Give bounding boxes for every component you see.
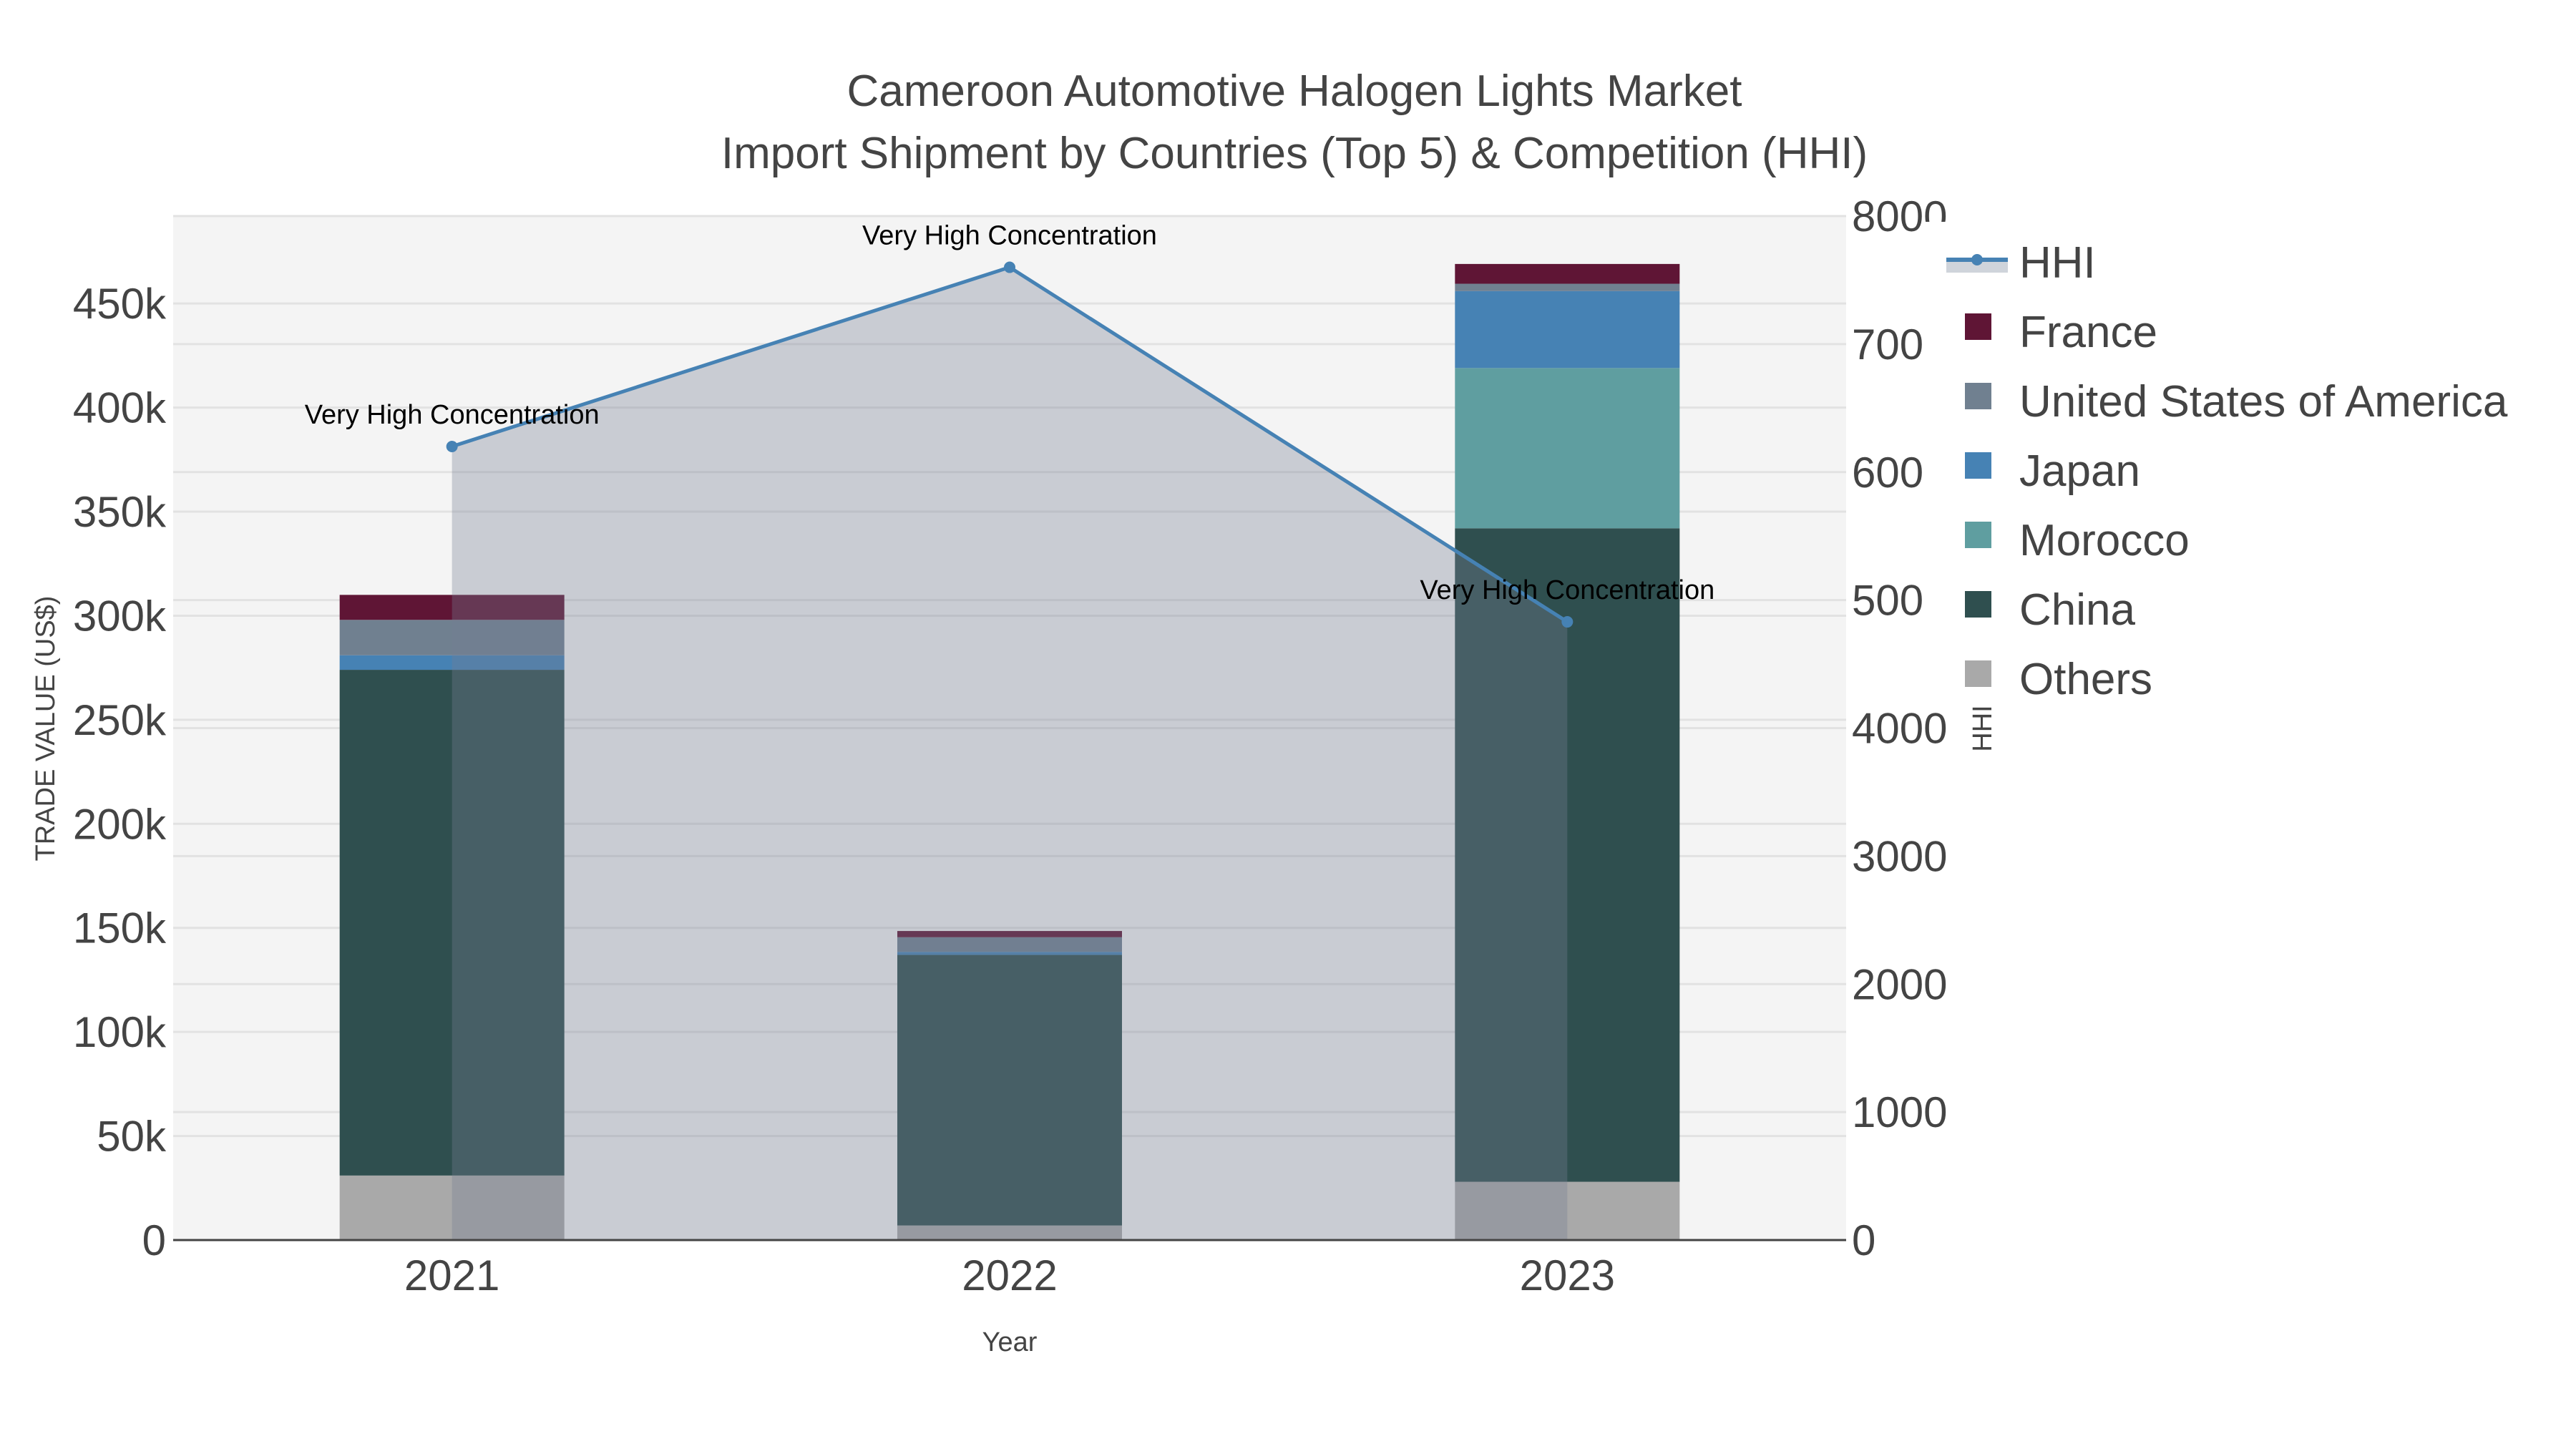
x-tick-label: 2023: [1520, 1252, 1615, 1299]
bar-france-2023: [1455, 263, 1680, 284]
y2-tick-label: 2000: [1852, 960, 1947, 1008]
hhi-annotation: Very High Concentration: [1420, 575, 1714, 605]
legend-swatch: [1965, 522, 1991, 548]
legend-label: China: [2019, 585, 2136, 635]
y2-tick-label: 3000: [1852, 832, 1947, 880]
legend-item-china[interactable]: China: [1965, 585, 2136, 635]
legend-item-hhi[interactable]: HHI: [1946, 238, 2096, 288]
bar-japan-2022: [897, 952, 1122, 955]
legend-swatch-area: [1946, 260, 2008, 273]
y-tick-label: 250k: [73, 696, 167, 744]
y-tick-label: 450k: [73, 280, 167, 328]
y2-tick-label: 1000: [1852, 1088, 1947, 1136]
y-tick-label: 50k: [97, 1113, 167, 1161]
bar-others-2022: [897, 1225, 1122, 1240]
legend-swatch-marker: [1971, 254, 1983, 265]
y-tick-label: 150k: [73, 904, 167, 952]
y2-tick-label: 4000: [1852, 705, 1947, 753]
chart-title: Cameroon Automotive Halogen Lights Marke…: [847, 67, 1742, 116]
legend-label: Morocco: [2019, 516, 2190, 565]
legend-label: Japan: [2019, 447, 2140, 496]
bar-united-states-of-america-2023: [1455, 283, 1680, 291]
legend-swatch: [1965, 660, 1991, 687]
y-axis-title: TRADE VALUE (US$): [31, 596, 61, 862]
legend-label: United States of America: [2019, 377, 2508, 426]
hhi-area: [452, 267, 1568, 1240]
chart-subtitle: Import Shipment by Countries (Top 5) & C…: [721, 129, 1868, 178]
y2-tick-label: 0: [1852, 1216, 1875, 1264]
legend-background: [1925, 222, 2576, 708]
legend-label: France: [2019, 308, 2157, 357]
bar-china-2023: [1455, 528, 1680, 1182]
hhi-point: [1561, 616, 1574, 628]
bar-others-2023: [1455, 1181, 1680, 1240]
x-axis-title: Year: [982, 1327, 1038, 1357]
bar-morocco-2023: [1455, 368, 1680, 529]
bar-france-2021: [339, 595, 565, 620]
y-tick-label: 100k: [73, 1008, 167, 1056]
bar-japan-2021: [339, 655, 565, 670]
hhi-annotation: Very High Concentration: [862, 221, 1157, 251]
hhi-point: [1004, 261, 1015, 273]
x-tick-label: 2022: [962, 1252, 1057, 1299]
bar-japan-2023: [1455, 291, 1680, 369]
legend-item-morocco[interactable]: Morocco: [1965, 516, 2190, 565]
y2-axis-title: HHI: [1968, 705, 1998, 751]
y-tick-label: 0: [142, 1216, 166, 1264]
bar-united-states-of-america-2021: [339, 620, 565, 655]
bar-china-2021: [339, 670, 565, 1176]
legend-swatch: [1965, 591, 1991, 618]
hhi-point: [446, 440, 458, 452]
legend-item-japan[interactable]: Japan: [1965, 447, 2140, 496]
bar-others-2021: [339, 1175, 565, 1240]
legend-swatch: [1965, 313, 1991, 340]
bar-united-states-of-america-2022: [897, 937, 1122, 952]
legend-label: HHI: [2019, 238, 2096, 288]
legend-item-others[interactable]: Others: [1965, 655, 2152, 704]
legend-swatch: [1965, 383, 1991, 409]
bar-china-2022: [897, 955, 1122, 1226]
hhi-annotation: Very High Concentration: [305, 400, 600, 430]
legend-item-united-states-of-america[interactable]: United States of America: [1965, 377, 2508, 426]
legend-swatch: [1965, 452, 1991, 479]
bar-france-2022: [897, 931, 1122, 937]
y-tick-label: 200k: [73, 800, 167, 848]
legend-item-france[interactable]: France: [1965, 308, 2157, 357]
legend-label: Others: [2019, 655, 2152, 704]
y-tick-label: 400k: [73, 384, 167, 432]
x-tick-label: 2021: [404, 1252, 499, 1299]
y-tick-label: 300k: [73, 592, 167, 640]
y-tick-label: 350k: [73, 488, 167, 536]
